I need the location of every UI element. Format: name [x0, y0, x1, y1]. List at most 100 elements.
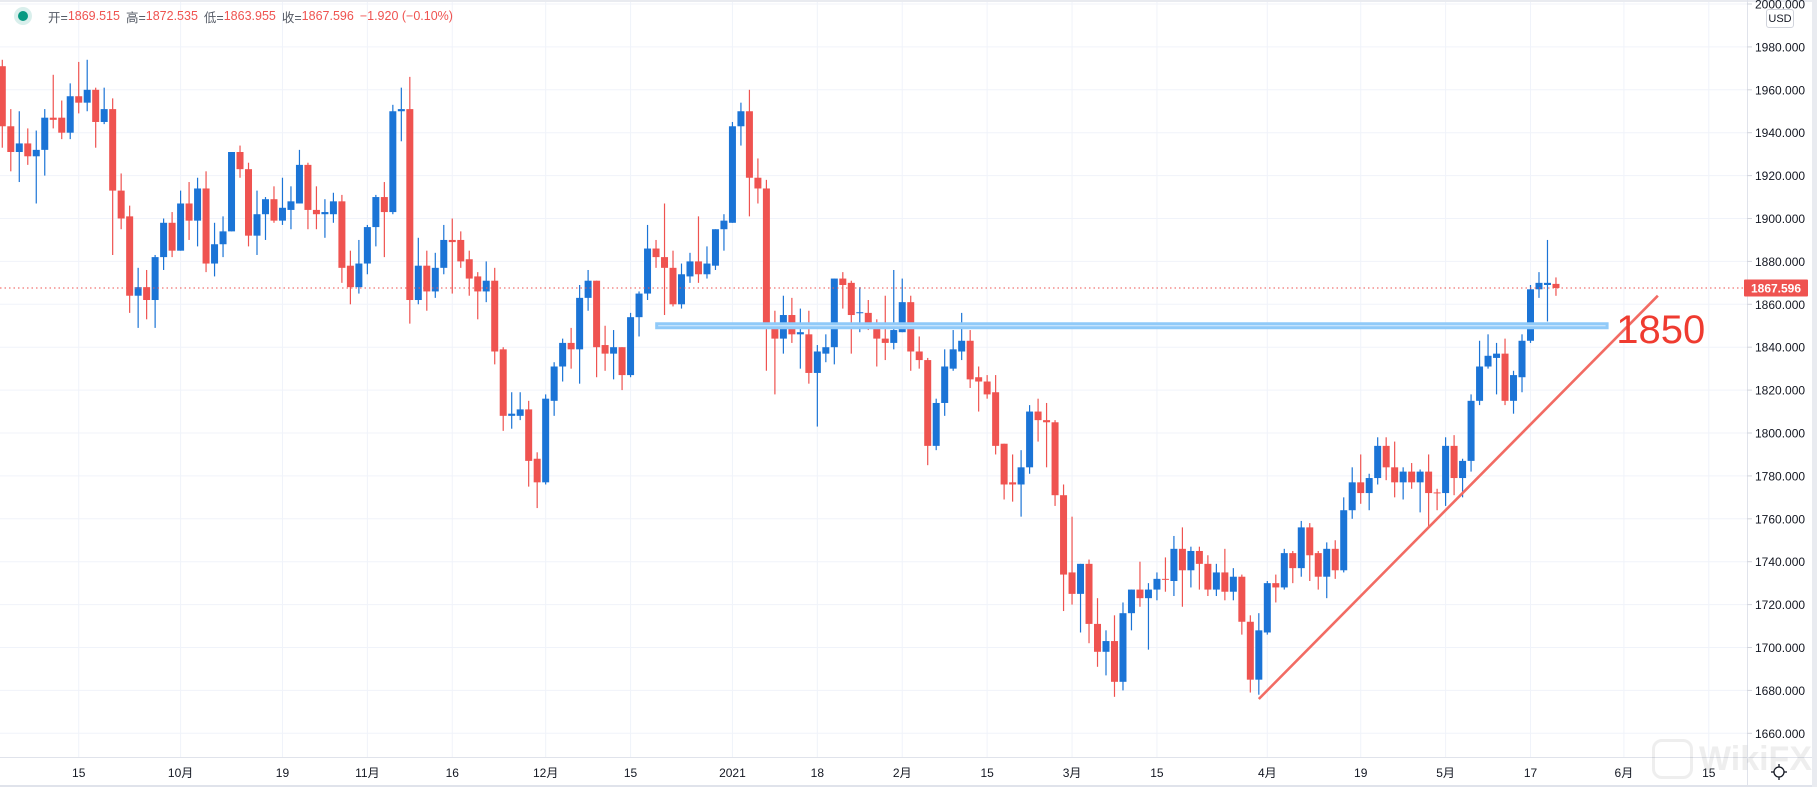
candle-body [1365, 478, 1373, 494]
price-tick-label: 1900.000 [1755, 212, 1805, 226]
candle [0, 59, 6, 148]
candle-body [372, 197, 380, 228]
candle [491, 267, 499, 365]
price-tick-label: 1800.000 [1755, 427, 1805, 441]
annotation-text-1850[interactable]: 1850 [1616, 308, 1705, 352]
candle-body [194, 188, 202, 221]
price-tick-label: 2000.000 [1755, 0, 1805, 12]
candle [1433, 488, 1441, 511]
candle [1374, 437, 1382, 485]
candle [1382, 437, 1390, 481]
top-border [0, 0, 1817, 2]
drawings[interactable]: 1850 [0, 287, 1747, 700]
candle [177, 190, 185, 251]
candle [423, 250, 431, 311]
candle-body [1357, 482, 1365, 494]
candle-body [1442, 445, 1450, 494]
candle-body [295, 164, 303, 204]
candle [652, 239, 660, 268]
candle-body [1510, 375, 1518, 401]
candle [958, 312, 966, 361]
candle-body [380, 197, 388, 213]
candle-body [363, 227, 371, 264]
candle [380, 182, 388, 258]
candle [1229, 568, 1237, 601]
candle-body [533, 458, 541, 483]
candle-body [550, 366, 558, 401]
candle-body [1204, 563, 1212, 590]
candle [737, 102, 745, 146]
candle-body [822, 347, 830, 354]
candle-body [1034, 411, 1042, 421]
candle-body [151, 257, 159, 301]
price-tick-label: 1660.000 [1755, 727, 1805, 741]
candle-body [1408, 471, 1416, 483]
candle-body [32, 149, 40, 157]
candle [321, 199, 329, 238]
candle [983, 375, 991, 399]
candle-body [1102, 641, 1110, 652]
candle [796, 308, 804, 369]
candle [567, 327, 575, 369]
candle [211, 222, 219, 277]
candle-body [1501, 353, 1509, 401]
close-label: 收= [281, 10, 302, 25]
gear-icon[interactable] [1770, 763, 1788, 781]
candle-body [346, 265, 354, 288]
candle [1026, 405, 1034, 474]
market-status-icon[interactable] [14, 7, 32, 25]
candle-body [1340, 510, 1348, 571]
candle [312, 186, 320, 230]
candle-body [1187, 550, 1195, 571]
candle-body [1289, 553, 1297, 569]
candle-body [559, 342, 567, 367]
time-tick-label: 5月 [1436, 766, 1455, 780]
candle [1187, 546, 1195, 588]
candle-body [661, 257, 669, 268]
candle [41, 109, 49, 176]
price-tick-label: 1720.000 [1755, 598, 1805, 612]
candle-body [1017, 467, 1025, 485]
candle [219, 216, 227, 258]
candle-body [898, 302, 906, 333]
candle [890, 269, 898, 350]
right-scroll-edge[interactable] [1812, 0, 1817, 787]
candle-body [542, 398, 550, 483]
candle-body [83, 89, 91, 103]
currency-badge[interactable]: USD [1766, 9, 1794, 28]
open-value: 1869.515 [67, 9, 120, 23]
candle-body [610, 347, 618, 354]
candle [1552, 277, 1560, 296]
candle [694, 216, 702, 283]
candle [635, 291, 643, 337]
candle [669, 250, 677, 307]
candle-body [966, 340, 974, 380]
candle-body [126, 216, 134, 296]
time-tick-label: 4月 [1258, 766, 1277, 780]
candle [389, 104, 397, 215]
time-tick-label: 16 [446, 766, 460, 780]
trend-line[interactable] [1257, 294, 1659, 700]
candle-body [1153, 578, 1161, 590]
candle [1442, 437, 1450, 506]
candle [270, 186, 278, 223]
candle-body [1297, 527, 1305, 569]
candle [661, 203, 669, 316]
candle [109, 98, 117, 255]
candle-body [1195, 550, 1203, 564]
candle-body [958, 340, 966, 352]
candle [168, 212, 176, 258]
watermark-logo-icon [1652, 739, 1693, 779]
candle [1212, 563, 1220, 597]
candle-body [516, 409, 524, 416]
candle-body [202, 188, 210, 264]
candle-body [1527, 289, 1534, 341]
candle-body [1306, 527, 1314, 556]
candle [1357, 454, 1365, 504]
candle-body [1255, 630, 1263, 680]
candle-body [1068, 572, 1076, 594]
candle [1255, 613, 1263, 695]
change-value: −1.920 (−0.10%) [359, 9, 453, 23]
